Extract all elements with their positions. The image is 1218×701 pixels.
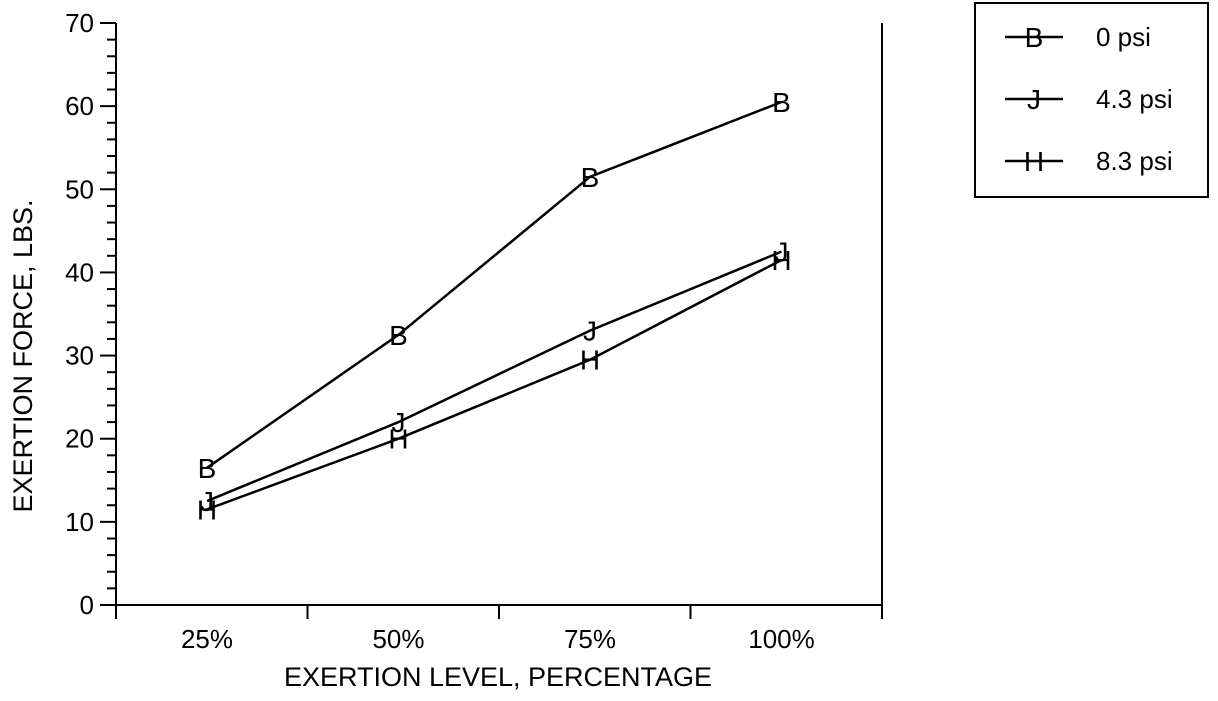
y-tick-label: 20 <box>65 424 94 454</box>
y-tick-label: 10 <box>65 507 94 537</box>
data-point-marker: H <box>771 245 791 276</box>
legend-label: 0 psi <box>1096 22 1151 52</box>
y-axis-title: EXERTION FORCE, LBS. <box>8 199 38 512</box>
data-point-marker: B <box>772 87 791 118</box>
x-tick-label: 50% <box>372 624 424 654</box>
data-point-marker: H <box>388 424 408 455</box>
series-line <box>206 100 782 469</box>
data-point-marker: J <box>583 316 597 347</box>
x-axis-title: EXERTION LEVEL, PERCENTAGE <box>284 662 712 692</box>
x-tick-label: 75% <box>564 624 616 654</box>
data-point-marker: B <box>581 162 600 193</box>
data-point-marker: J <box>775 237 789 268</box>
x-tick-label: 100% <box>748 624 815 654</box>
legend-label: 4.3 psi <box>1096 84 1173 114</box>
legend-marker: H <box>1024 146 1044 177</box>
data-point-marker: H <box>197 494 217 525</box>
y-tick-label: 50 <box>65 174 94 204</box>
data-point-marker: B <box>389 320 408 351</box>
legend-label: 8.3 psi <box>1096 146 1173 176</box>
y-axis: 0 10 20 30 40 50 60 70 <box>65 8 116 620</box>
y-tick-label: 40 <box>65 257 94 287</box>
legend-item-4-3-psi: J 4.3 psi <box>1005 84 1173 115</box>
series-8-3-psi: H H H H <box>197 245 792 525</box>
y-tick-label: 60 <box>65 91 94 121</box>
legend-marker: B <box>1025 22 1044 53</box>
data-point-marker: H <box>580 345 600 376</box>
legend-item-0-psi: B 0 psi <box>1005 22 1151 53</box>
legend-marker: J <box>1027 84 1041 115</box>
x-axis: 25% 50% 75% 100% <box>115 605 883 654</box>
plot-frame <box>115 23 883 606</box>
legend-item-8-3-psi: H 8.3 psi <box>1005 146 1173 177</box>
series-line <box>206 258 783 511</box>
y-tick-label: 70 <box>65 8 94 38</box>
y-tick-label: 30 <box>65 341 94 371</box>
data-point-marker: B <box>198 453 217 484</box>
y-tick-label: 0 <box>80 590 94 620</box>
data-point-marker: J <box>392 407 406 438</box>
x-tick-label: 25% <box>181 624 233 654</box>
series-line <box>206 250 782 503</box>
legend: B 0 psi J 4.3 psi H 8.3 psi <box>974 2 1209 198</box>
series-0-psi: B B B B <box>198 87 791 484</box>
